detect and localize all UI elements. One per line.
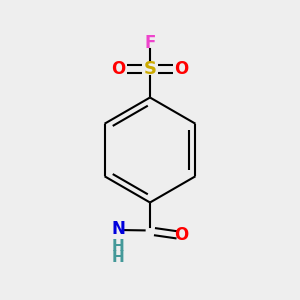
- Text: O: O: [174, 60, 189, 78]
- Text: N: N: [112, 220, 125, 238]
- Text: S: S: [143, 60, 157, 78]
- Text: H: H: [111, 239, 124, 254]
- Text: O: O: [111, 60, 126, 78]
- Text: H: H: [111, 250, 124, 266]
- Text: F: F: [144, 34, 156, 52]
- Text: O: O: [174, 226, 189, 244]
